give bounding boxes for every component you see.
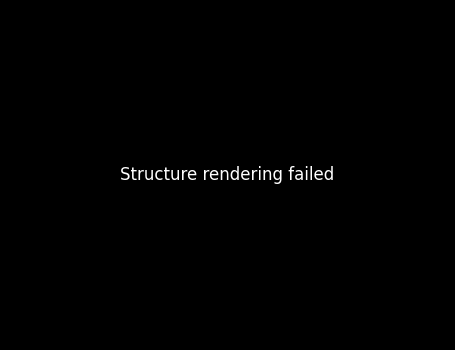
Text: Structure rendering failed: Structure rendering failed [121, 166, 334, 184]
